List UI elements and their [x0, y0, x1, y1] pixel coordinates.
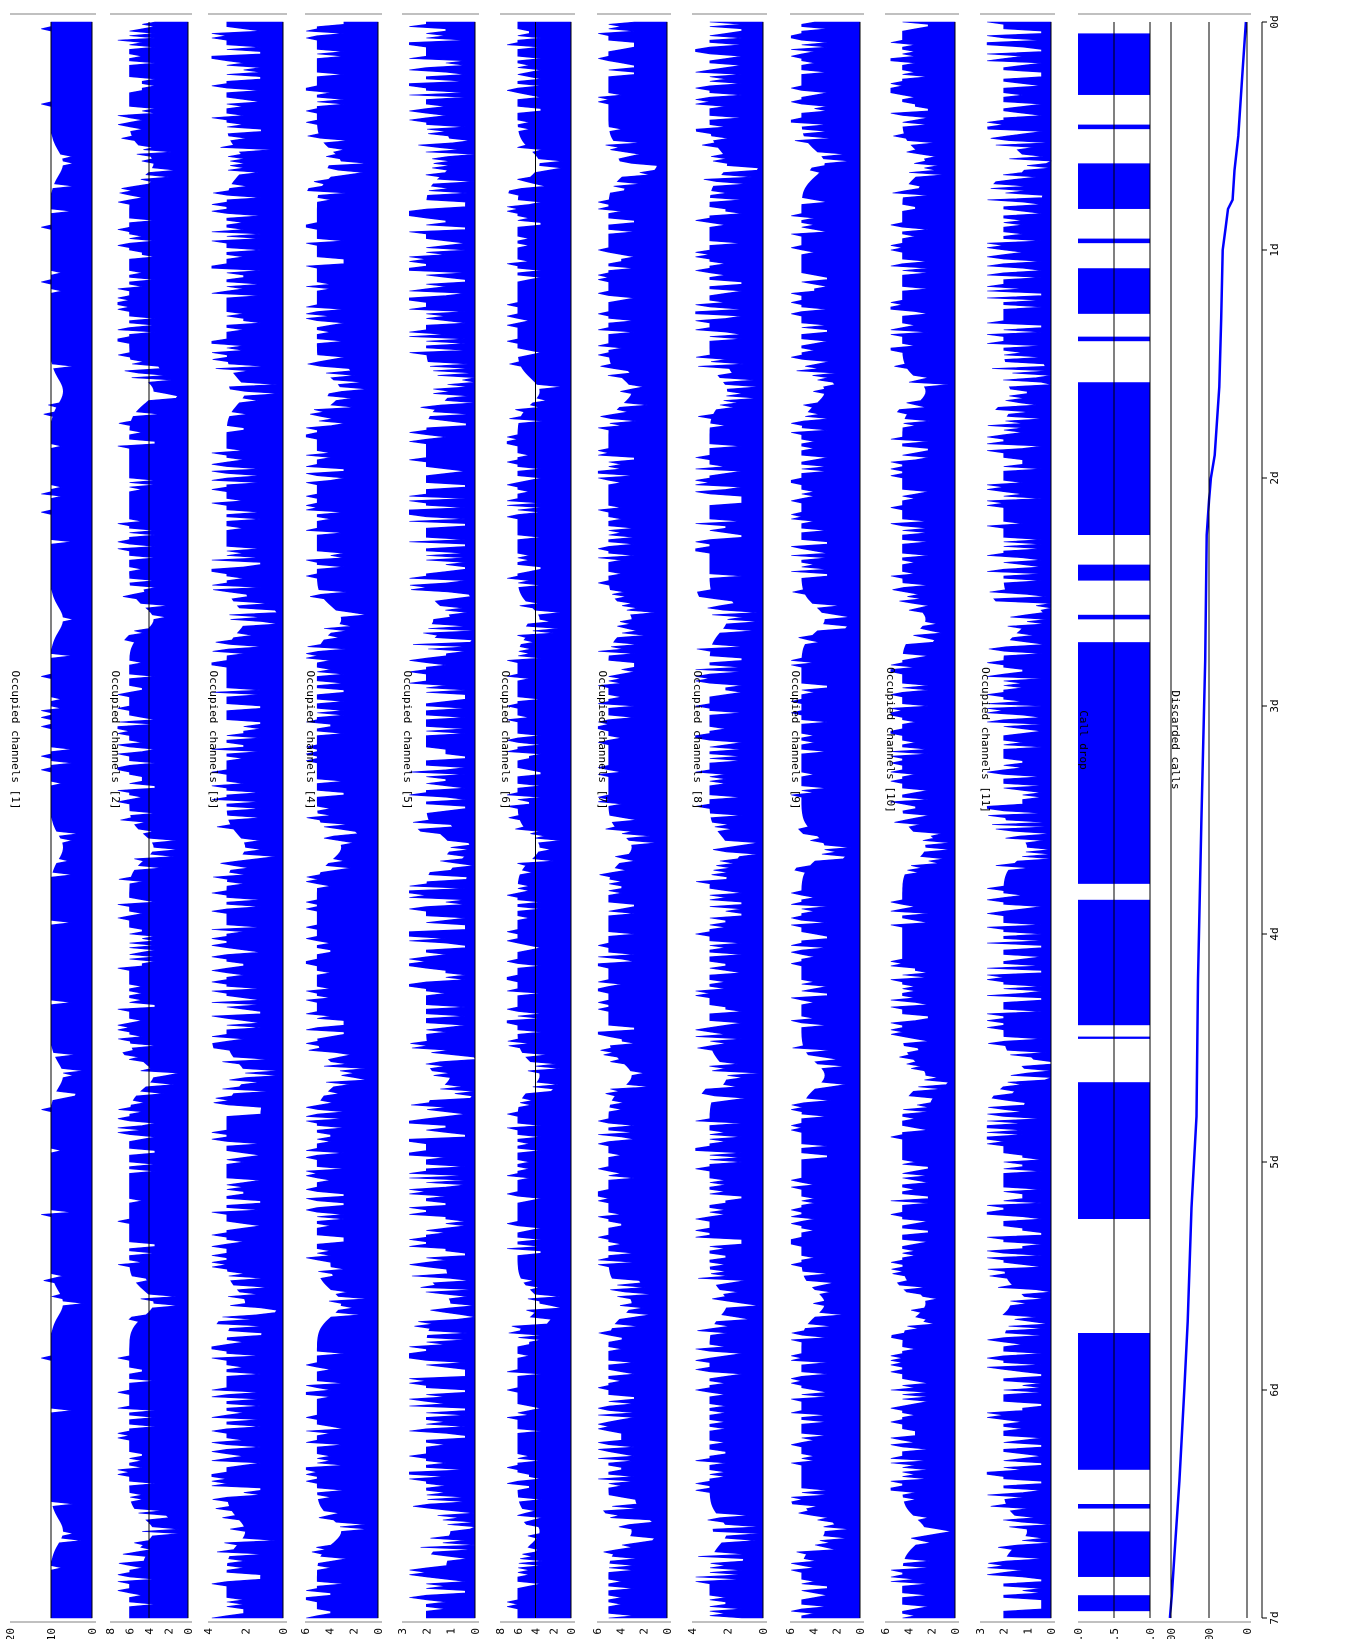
y-tick-label: 0	[661, 1628, 674, 1635]
series-fill	[117, 21, 189, 1619]
y-tick-label: 1	[1021, 1628, 1034, 1635]
time-tick-label: 7d	[1268, 1611, 1281, 1624]
series-fill	[305, 21, 379, 1619]
series-fill	[506, 21, 572, 1619]
time-tick-label: 3d	[1268, 699, 1281, 712]
y-tick-label: 1,000	[1203, 1628, 1216, 1639]
y-tick-label: 1	[445, 1628, 458, 1635]
y-tick-label: 6	[299, 1628, 312, 1635]
time-tick-label: 6d	[1268, 1383, 1281, 1396]
panel-1	[10, 13, 96, 1623]
panel-title: Occupied channels [3]	[207, 670, 220, 809]
y-tick-label: 2	[240, 1628, 253, 1635]
y-tick-label: 0.5	[1108, 1628, 1121, 1639]
time-tick-label: 2d	[1268, 471, 1281, 484]
y-tick-label: 0.0	[1144, 1628, 1157, 1639]
panel-title: Occupied channels [2]	[109, 670, 122, 809]
y-tick-label: 4	[807, 1628, 820, 1635]
panel-7	[597, 13, 671, 1623]
y-tick-label: 4	[686, 1628, 699, 1635]
y-tick-label: 0	[949, 1628, 962, 1635]
panel-13	[1152, 13, 1251, 1623]
panel-3	[208, 13, 287, 1623]
y-tick-label: 0	[182, 1628, 195, 1635]
y-tick-label: 0	[277, 1628, 290, 1635]
y-tick-label: 4	[614, 1628, 627, 1635]
series-fill	[41, 21, 93, 1619]
y-tick-label: 0	[757, 1628, 770, 1635]
y-tick-label: 4	[902, 1628, 915, 1635]
y-tick-label: 2	[420, 1628, 433, 1635]
y-tick-label: 6	[124, 1628, 137, 1635]
y-tick-label: 6	[879, 1628, 892, 1635]
panel-4	[305, 13, 382, 1623]
panel-5	[402, 13, 479, 1623]
y-tick-label: 2	[547, 1628, 560, 1635]
y-tick-label: 0	[854, 1628, 867, 1635]
panel-title: Occupied channels [8]	[691, 670, 704, 809]
time-tick-label: 4d	[1268, 927, 1281, 940]
time-tick-label: 1d	[1268, 243, 1281, 256]
y-tick-label: 0	[1045, 1628, 1058, 1635]
y-tick-label: 3	[396, 1628, 409, 1635]
y-tick-label: 0	[565, 1628, 578, 1635]
y-tick-label: 4	[143, 1628, 156, 1635]
series-fill	[695, 21, 764, 1619]
series-fill	[790, 21, 861, 1619]
series-fill	[408, 21, 476, 1619]
y-tick-label: 10	[45, 1628, 58, 1639]
y-tick-label: 2	[926, 1628, 939, 1635]
series-fill	[890, 21, 956, 1619]
y-tick-label: 20	[4, 1628, 17, 1639]
y-tick-label: 8	[494, 1628, 507, 1635]
series-fill	[986, 21, 1053, 1619]
y-tick-label: 2	[348, 1628, 361, 1635]
panel-title: Occupied channels [4]	[304, 670, 317, 809]
panel-title: Occupied channels [6]	[499, 670, 512, 809]
series-fill	[597, 21, 668, 1619]
y-tick-label: 0	[372, 1628, 385, 1635]
panel-title: Occupied channels [5]	[401, 670, 414, 809]
y-tick-label: 4	[202, 1628, 215, 1635]
panel-title: Occupied channels [7]	[596, 670, 609, 809]
panel-2	[110, 13, 192, 1623]
panel-11	[980, 13, 1055, 1623]
y-tick-label: 2	[163, 1628, 176, 1635]
y-tick-label: 4	[530, 1628, 543, 1635]
y-tick-label: 6	[512, 1628, 525, 1635]
y-tick-label: 0	[1241, 1628, 1254, 1635]
y-tick-label: 3	[974, 1628, 987, 1635]
panel-12	[1078, 13, 1154, 1623]
y-tick-label: 2	[831, 1628, 844, 1635]
y-tick-label: 8	[104, 1628, 117, 1635]
panel-title: Discarded calls	[1169, 690, 1182, 789]
panel-title: Occupied channels [9]	[789, 670, 802, 809]
y-tick-label: 2	[722, 1628, 735, 1635]
y-tick-label: 2,000	[1165, 1628, 1178, 1639]
panel-title: Occupied channels [1]	[9, 670, 22, 809]
y-tick-label: 2	[638, 1628, 651, 1635]
y-tick-label: 2	[998, 1628, 1011, 1635]
y-tick-label: 4	[323, 1628, 336, 1635]
y-tick-label: 0	[469, 1628, 482, 1635]
y-tick-label: 1.0	[1072, 1628, 1085, 1639]
time-tick-label: 5d	[1268, 1155, 1281, 1168]
y-tick-label: 0	[86, 1628, 99, 1635]
panel-title: Occupied channels [10]	[884, 667, 897, 813]
panel-title: Call drop	[1077, 710, 1090, 770]
panel-6	[500, 13, 575, 1623]
panel-9	[790, 13, 864, 1623]
y-tick-label: 6	[591, 1628, 604, 1635]
series-fill	[211, 21, 284, 1619]
panel-10	[885, 13, 959, 1623]
panel-8	[692, 13, 767, 1623]
time-tick-label: 0d	[1268, 15, 1281, 28]
y-tick-label: 6	[784, 1628, 797, 1635]
panel-title: Occupied channels [11]	[979, 667, 992, 813]
discarded-calls-line	[1168, 21, 1248, 1619]
